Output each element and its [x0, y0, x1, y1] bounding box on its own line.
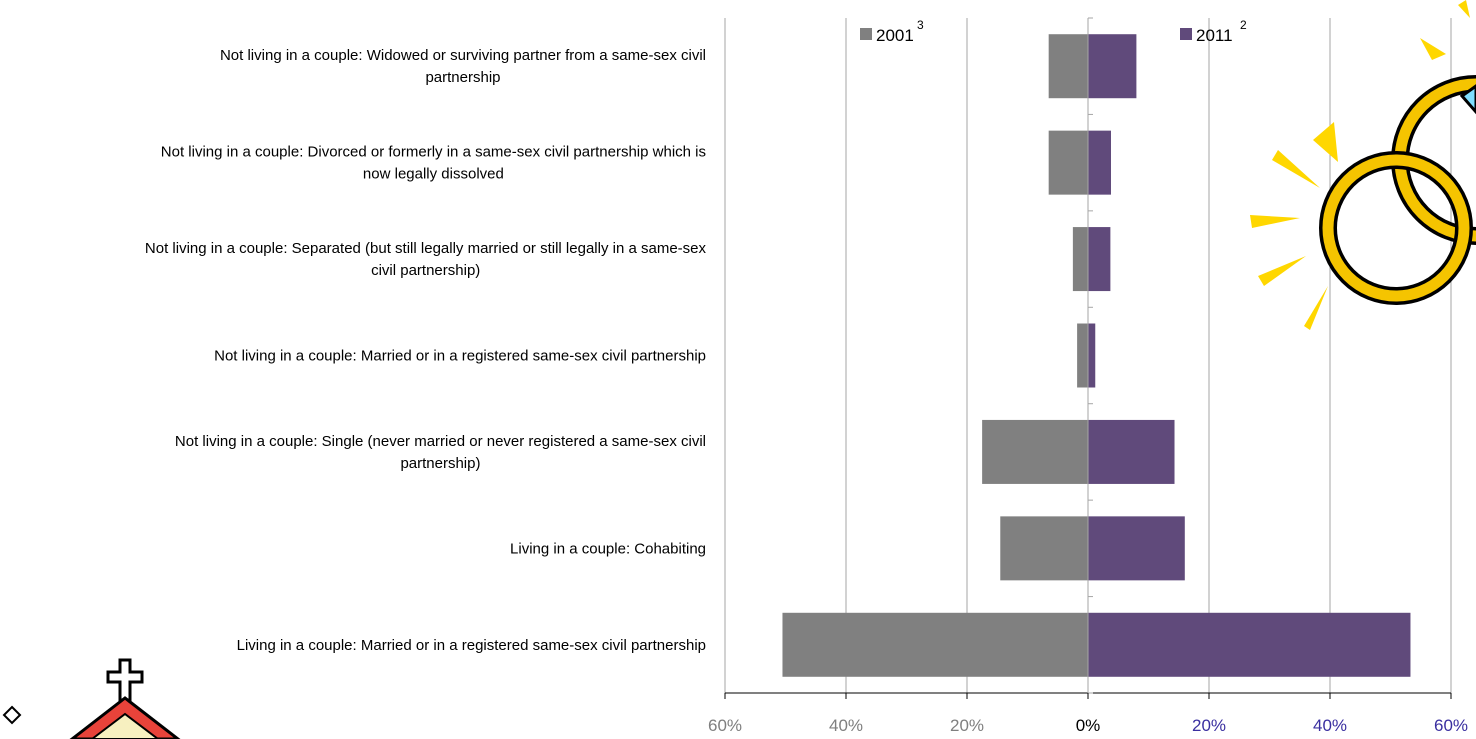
church-icon: [69, 658, 181, 739]
category-label: Not living in a couple: Widowed or survi…: [220, 47, 706, 64]
legend-sup-2011: 2: [1240, 18, 1247, 32]
bar-2001: [782, 612, 1088, 677]
bar-2011: [1088, 516, 1185, 581]
category-label: Living in a couple: Cohabiting: [510, 540, 706, 557]
legend-swatch-2001: [860, 28, 872, 40]
category-label: Not living in a couple: Single (never ma…: [175, 433, 706, 450]
category-label: Living in a couple: Married or in a regi…: [237, 637, 706, 654]
bar-2001: [1072, 227, 1088, 292]
wedding-rings-icon: [1250, 0, 1476, 330]
legend-swatch-2011: [1180, 28, 1192, 40]
category-label: partnership: [425, 69, 500, 86]
category-label: partnership): [400, 455, 480, 472]
x-tick-label: 60%: [1434, 716, 1468, 735]
bar-2001: [1048, 130, 1088, 195]
category-label: Not living in a couple: Separated (but s…: [145, 240, 707, 257]
axes: [724, 17, 1452, 699]
x-tick-label: 40%: [1313, 716, 1347, 735]
category-label: Not living in a couple: Married or in a …: [214, 348, 706, 365]
bar-2011: [1088, 612, 1411, 677]
bar-2001: [1077, 323, 1088, 388]
bar-2011: [1088, 34, 1137, 99]
x-tick-label: 60%: [708, 716, 742, 735]
category-labels: Not living in a couple: Widowed or survi…: [145, 47, 707, 654]
legend-label-2011: 2011: [1196, 26, 1233, 45]
category-label: Not living in a couple: Divorced or form…: [161, 144, 706, 161]
bar-2011: [1088, 323, 1096, 388]
x-tick-label: 0%: [1076, 716, 1101, 735]
legend-label-2001: 2001: [876, 26, 914, 45]
bar-2011: [1088, 419, 1175, 484]
bar-2011: [1088, 227, 1111, 292]
x-tick-label: 40%: [829, 716, 863, 735]
x-tick-label: 20%: [950, 716, 984, 735]
x-tick-labels: 60% 40% 20% 0% 20% 40% 60%: [708, 716, 1468, 735]
bar-2001: [982, 419, 1088, 484]
bars: [782, 34, 1411, 677]
category-label: now legally dissolved: [363, 166, 504, 183]
legend: 2001 3 2011 2: [860, 18, 1247, 45]
bar-2001: [1048, 34, 1088, 99]
diamond-icon: [2, 705, 22, 725]
bar-2011: [1088, 130, 1111, 195]
x-tick-label: 20%: [1192, 716, 1226, 735]
category-label: civil partnership): [371, 262, 480, 279]
legend-sup-2001: 3: [917, 18, 924, 32]
bar-2001: [1000, 516, 1088, 581]
